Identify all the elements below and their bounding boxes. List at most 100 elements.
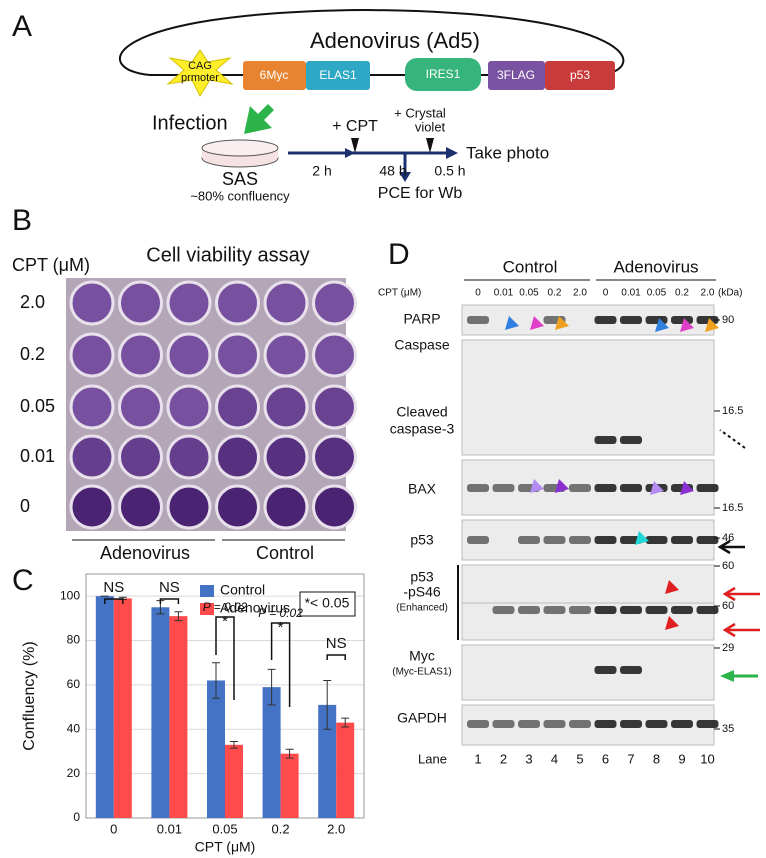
promoter-label: CAG [188, 60, 212, 72]
error-bar [323, 679, 332, 730]
bracket [215, 616, 235, 700]
annotation: P = 0.02 [258, 606, 303, 620]
well [215, 384, 260, 430]
well [263, 434, 309, 480]
cpt-value: 2.0 [701, 288, 715, 299]
band [569, 606, 591, 614]
panel-label: D [388, 238, 410, 271]
element-box [488, 61, 545, 90]
arrowhead [655, 318, 669, 332]
bracket [104, 598, 124, 604]
error-bar [212, 662, 220, 699]
band [543, 606, 566, 614]
blot-label: Cleaved [396, 404, 447, 420]
well [118, 280, 163, 326]
error-bar [341, 717, 350, 728]
lane-number: 3 [525, 751, 532, 766]
well [69, 434, 115, 480]
blot-label: caspase-3 [390, 421, 455, 437]
blot-label: Myc [409, 648, 435, 664]
arrowhead [665, 580, 679, 594]
y-tick-label: 40 [67, 721, 81, 735]
row-label: 2.0 [20, 292, 45, 312]
band [594, 536, 617, 544]
well [263, 280, 309, 326]
annotation: NS [159, 579, 180, 596]
element-box [405, 58, 481, 91]
error-bar [285, 748, 294, 759]
error-bar [230, 740, 238, 749]
annotation: NS [326, 635, 347, 652]
group-label: Adenovirus [100, 543, 190, 563]
well [69, 332, 115, 378]
band [620, 606, 642, 614]
bar [113, 598, 132, 818]
panel-label: B [12, 204, 32, 237]
x-tick-label: 0.2 [272, 821, 290, 836]
y-axis-label: Confluency (%) [21, 641, 38, 750]
marker-label: 29 [722, 642, 734, 654]
diagram-title: Adenovirus (Ad5) [310, 28, 480, 53]
band [492, 720, 515, 728]
well [263, 332, 309, 378]
panel-label: C [12, 564, 34, 597]
band [645, 606, 668, 614]
band [518, 720, 540, 728]
band [569, 720, 591, 728]
cpt-label: CPT (μM) [378, 288, 421, 299]
well [166, 332, 212, 378]
x-axis-label: CPT (μM) [195, 839, 256, 855]
confluency-label: ~80% confluency [190, 188, 290, 203]
band [594, 436, 617, 444]
viability-axis-label: CPT (μM) [12, 255, 90, 275]
band [696, 484, 719, 492]
band [594, 720, 617, 728]
band [492, 484, 515, 492]
well [118, 332, 163, 378]
well [215, 434, 260, 480]
x-tick-label: 0 [110, 821, 117, 836]
error-bar [267, 668, 276, 706]
vector-loop [118, 8, 625, 76]
step-label: Take photo [466, 143, 549, 162]
legend-box [299, 591, 356, 617]
arrowhead [635, 531, 649, 545]
well [215, 332, 260, 378]
bracket [159, 598, 180, 604]
band [696, 720, 719, 728]
x-tick-label: 2.0 [327, 821, 345, 836]
well [69, 484, 115, 530]
bar [318, 704, 337, 818]
tick-arrow [426, 138, 434, 153]
well [263, 484, 309, 530]
arrowhead [720, 670, 734, 682]
arrowhead [555, 479, 569, 493]
band [620, 316, 642, 324]
element-box [545, 61, 615, 90]
kda-label: (kDa) [718, 288, 742, 299]
band [569, 484, 591, 492]
well [166, 484, 212, 530]
y-tick-label: 80 [67, 633, 81, 647]
arrow [717, 539, 745, 555]
band [696, 536, 719, 544]
blot-label: (Myc-ELAS1) [392, 667, 451, 678]
arrowhead [555, 316, 569, 330]
well [118, 384, 163, 430]
lane-label: Lane [418, 751, 447, 766]
cpt-value: 0.01 [494, 288, 514, 299]
marker-label: 46 [722, 532, 734, 544]
legend-swatch [200, 585, 214, 597]
row-label: 0.05 [20, 396, 55, 416]
band [518, 536, 540, 544]
band [620, 484, 642, 492]
element-box [243, 61, 306, 90]
well [215, 280, 260, 326]
lane-number: 4 [551, 751, 558, 766]
viability-title: Cell viability assay [146, 244, 309, 266]
significance-legend: *< 0.05 [305, 595, 350, 611]
lane-number: 7 [627, 751, 634, 766]
bar [95, 596, 114, 818]
arrowhead [665, 616, 679, 630]
